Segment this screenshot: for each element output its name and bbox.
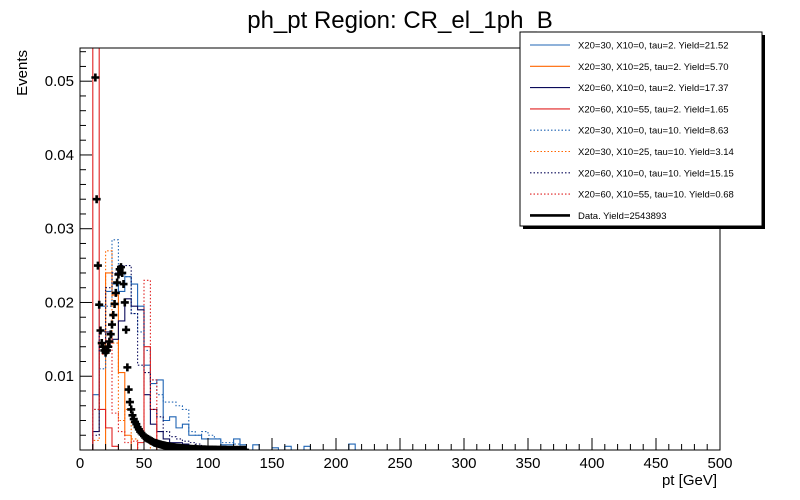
legend-label: X20=60, X10=55, tau=2. Yield=1.65 xyxy=(578,104,729,115)
data-point xyxy=(96,326,105,335)
data-point xyxy=(105,337,114,346)
data-point xyxy=(110,299,119,308)
x-tick-label: 200 xyxy=(323,455,348,472)
data-point xyxy=(93,261,102,270)
data-point xyxy=(124,385,133,394)
axes: 0 50 100 150 200 250 300 350 400 450 500 0.01 0.02 0.… xyxy=(45,47,733,472)
legend-label: X20=30, X10=0, tau=2. Yield=21.52 xyxy=(578,41,729,52)
legend: X20=30, X10=0, tau=2. Yield=21.52 X20=30,… xyxy=(519,31,765,229)
data-point xyxy=(91,73,100,82)
series-7-histogram xyxy=(92,265,209,450)
y-tick-label: 0.01 xyxy=(45,368,74,385)
data-point xyxy=(109,311,118,320)
x-tick-label: 350 xyxy=(515,455,540,472)
data-point xyxy=(120,298,129,307)
data-point xyxy=(95,300,104,309)
series-8-histogram xyxy=(92,279,164,450)
x-tick-label: 50 xyxy=(136,455,153,472)
legend-label: X20=30, X10=25, tau=10. Yield=3.14 xyxy=(578,147,734,158)
legend-box xyxy=(519,31,763,227)
data-point xyxy=(111,288,120,297)
data-point xyxy=(123,363,132,372)
x-axis-label: pt [GeV] xyxy=(662,472,717,489)
data-point xyxy=(119,280,128,289)
y-tick-label: 0.05 xyxy=(45,73,74,90)
data-point xyxy=(92,195,101,204)
chart-title: ph_pt Region: CR_el_1ph_B xyxy=(247,7,553,34)
data-point xyxy=(113,278,122,287)
y-tick-label: 0.02 xyxy=(45,294,74,311)
y-axis-label: Events xyxy=(14,50,31,96)
x-tick-label: 100 xyxy=(195,455,220,472)
x-tick-label: 300 xyxy=(451,455,476,472)
data-point xyxy=(106,330,115,339)
legend-label: X20=30, X10=25, tau=2. Yield=5.70 xyxy=(578,62,729,73)
data-point xyxy=(118,268,127,277)
x-tick-label: 250 xyxy=(387,455,412,472)
data-point xyxy=(108,320,116,329)
x-tick-label: 450 xyxy=(643,455,668,472)
series-5-histogram xyxy=(92,239,241,450)
legend-label: X20=60, X10=0, tau=10. Yield=15.15 xyxy=(578,168,734,179)
legend-label: X20=60, X10=0, tau=2. Yield=17.37 xyxy=(578,83,729,94)
x-tick-label: 150 xyxy=(259,455,284,472)
legend-label: Data. Yield=2543893 xyxy=(578,211,666,222)
y-tick-label: 0.03 xyxy=(45,221,74,238)
x-tick-label: 500 xyxy=(707,455,732,472)
data-point xyxy=(122,325,131,334)
x-tick-label: 0 xyxy=(76,455,84,472)
legend-label: X20=30, X10=0, tau=10. Yield=8.63 xyxy=(578,126,729,137)
legend-label: X20=60, X10=55, tau=10. Yield=0.68 xyxy=(578,190,734,201)
data-point xyxy=(125,398,134,407)
y-tick-label: 0.04 xyxy=(45,147,74,164)
x-tick-label: 400 xyxy=(579,455,604,472)
